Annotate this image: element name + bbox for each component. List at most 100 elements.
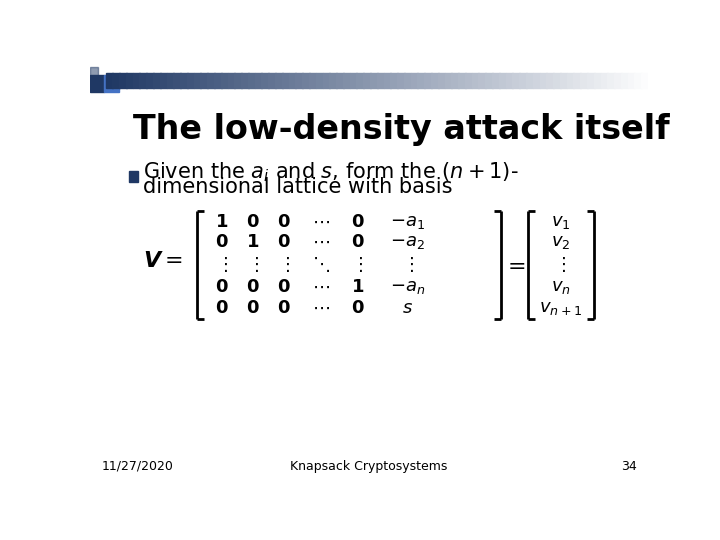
Bar — [607, 72, 615, 88]
Text: $\mathbf{0}$: $\mathbf{0}$ — [246, 213, 260, 231]
Bar — [404, 72, 411, 88]
Bar — [309, 72, 317, 88]
Bar — [174, 72, 181, 88]
Bar — [282, 72, 289, 88]
Bar — [234, 72, 242, 88]
Bar — [315, 72, 323, 88]
Bar — [431, 72, 438, 88]
Bar — [594, 72, 601, 88]
Text: $\cdots$: $\cdots$ — [312, 299, 330, 317]
Bar — [194, 72, 201, 88]
Bar — [323, 72, 330, 88]
Bar — [642, 72, 649, 88]
Bar — [614, 72, 621, 88]
Bar — [119, 72, 127, 88]
Bar — [356, 72, 364, 88]
Bar — [336, 72, 343, 88]
Bar — [90, 67, 98, 76]
Bar — [166, 72, 174, 88]
Bar — [261, 72, 269, 88]
Text: $\vdots$: $\vdots$ — [351, 255, 364, 274]
Text: $\mathbf{0}$: $\mathbf{0}$ — [277, 299, 291, 317]
Bar — [418, 72, 425, 88]
Bar — [106, 72, 113, 88]
Text: $\mathbf{0}$: $\mathbf{0}$ — [246, 278, 260, 295]
Bar — [129, 171, 138, 182]
Text: $\ddots$: $\ddots$ — [312, 255, 330, 274]
Text: $\mathbf{0}$: $\mathbf{0}$ — [215, 233, 228, 251]
Bar — [519, 72, 527, 88]
Bar — [560, 72, 567, 88]
Text: $\boldsymbol{V} =$: $\boldsymbol{V} =$ — [143, 251, 182, 271]
Text: $\vdots$: $\vdots$ — [247, 255, 258, 274]
Bar — [329, 72, 337, 88]
Text: $\vdots$: $\vdots$ — [216, 255, 228, 274]
Bar — [214, 72, 222, 88]
Bar — [533, 72, 540, 88]
Bar — [207, 72, 215, 88]
Bar — [539, 72, 547, 88]
Bar — [424, 72, 432, 88]
Text: dimensional lattice with basis: dimensional lattice with basis — [143, 177, 452, 197]
Bar — [180, 72, 188, 88]
Bar — [587, 72, 595, 88]
Bar — [505, 72, 513, 88]
Bar — [390, 72, 398, 88]
Bar — [438, 72, 446, 88]
Text: $v_1$: $v_1$ — [551, 213, 570, 231]
Bar — [187, 72, 194, 88]
Bar — [289, 72, 296, 88]
Bar — [132, 72, 140, 88]
Text: $\mathbf{1}$: $\mathbf{1}$ — [246, 233, 259, 251]
Text: $v_n$: $v_n$ — [551, 278, 570, 295]
Bar — [126, 72, 133, 88]
Bar — [248, 72, 256, 88]
Text: $-a_n$: $-a_n$ — [390, 278, 426, 295]
Text: $\mathbf{0}$: $\mathbf{0}$ — [351, 233, 364, 251]
Text: $\cdots$: $\cdots$ — [312, 278, 330, 295]
Bar — [302, 72, 310, 88]
Bar — [472, 72, 480, 88]
Bar — [628, 72, 635, 88]
Text: $\cdots$: $\cdots$ — [312, 213, 330, 231]
Text: $=$: $=$ — [503, 255, 526, 275]
Bar — [410, 72, 418, 88]
Text: $-a_2$: $-a_2$ — [390, 233, 426, 251]
Bar — [397, 72, 405, 88]
Bar — [275, 72, 282, 88]
Bar — [600, 72, 608, 88]
Text: $\mathbf{0}$: $\mathbf{0}$ — [351, 213, 364, 231]
Bar — [363, 72, 371, 88]
Text: $s$: $s$ — [402, 299, 413, 317]
Bar — [499, 72, 506, 88]
Bar — [546, 72, 554, 88]
Text: $\mathbf{0}$: $\mathbf{0}$ — [246, 299, 260, 317]
Text: $v_{n+1}$: $v_{n+1}$ — [539, 299, 582, 317]
Bar — [444, 72, 452, 88]
Text: $\cdots$: $\cdots$ — [312, 233, 330, 251]
Bar — [343, 72, 351, 88]
Text: 11/27/2020: 11/27/2020 — [102, 460, 174, 473]
Text: $\mathbf{0}$: $\mathbf{0}$ — [351, 299, 364, 317]
Bar — [153, 72, 161, 88]
Bar — [621, 72, 629, 88]
Text: $v_2$: $v_2$ — [551, 233, 570, 251]
Bar — [553, 72, 561, 88]
Bar — [451, 72, 459, 88]
Text: $\mathbf{0}$: $\mathbf{0}$ — [277, 233, 291, 251]
Text: Knapsack Cryptosystems: Knapsack Cryptosystems — [290, 460, 448, 473]
Text: $\mathbf{0}$: $\mathbf{0}$ — [277, 213, 291, 231]
Bar — [255, 72, 262, 88]
Text: $\mathbf{1}$: $\mathbf{1}$ — [215, 213, 228, 231]
Text: $\mathbf{1}$: $\mathbf{1}$ — [351, 278, 364, 295]
Bar — [200, 72, 208, 88]
Bar — [228, 72, 235, 88]
Text: $\mathbf{0}$: $\mathbf{0}$ — [215, 299, 228, 317]
Bar — [350, 72, 357, 88]
Bar — [140, 72, 147, 88]
Bar — [526, 72, 534, 88]
Bar — [573, 72, 581, 88]
Bar — [146, 72, 154, 88]
Bar — [458, 72, 466, 88]
Text: $\vdots$: $\vdots$ — [278, 255, 289, 274]
